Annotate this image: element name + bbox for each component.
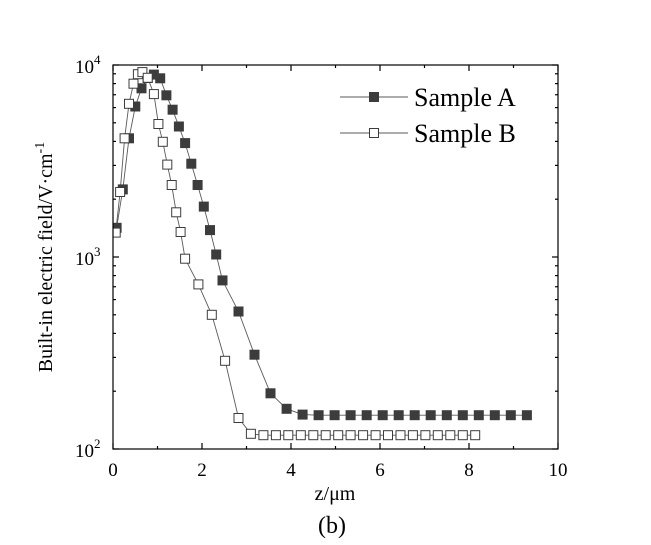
data-point-sample-a <box>211 249 222 260</box>
data-point-sample-b <box>470 430 481 441</box>
data-point-sample-b <box>113 227 121 238</box>
legend-marker-sample-b <box>369 128 379 138</box>
data-point-sample-b <box>283 430 294 441</box>
data-point-sample-b <box>180 253 191 264</box>
data-point-sample-a <box>377 410 388 421</box>
data-point-sample-b <box>370 430 381 441</box>
data-point-sample-a <box>265 388 276 399</box>
x-tick-label: 0 <box>108 460 118 481</box>
series-markers <box>113 67 532 441</box>
data-point-sample-b <box>258 430 269 441</box>
data-point-sample-a <box>361 410 372 421</box>
data-point-sample-b <box>153 119 164 129</box>
data-point-sample-a <box>457 410 468 421</box>
data-point-sample-a <box>249 349 260 360</box>
data-point-sample-a <box>281 403 292 414</box>
data-point-sample-b <box>270 430 281 441</box>
data-point-sample-a <box>409 410 420 421</box>
x-axis-label: z/μm <box>315 483 356 505</box>
x-tick-label: 2 <box>197 460 207 481</box>
data-point-sample-a <box>489 410 500 421</box>
data-point-sample-b <box>115 187 126 197</box>
data-point-sample-a <box>505 410 516 421</box>
data-point-sample-b <box>308 430 319 441</box>
data-point-sample-a <box>180 138 191 149</box>
data-point-sample-b <box>420 430 431 441</box>
data-point-sample-a <box>473 410 484 421</box>
data-point-sample-b <box>157 136 168 147</box>
y-tick-label: 104 <box>75 52 101 78</box>
data-point-sample-b <box>358 430 369 441</box>
data-point-sample-a <box>393 410 404 421</box>
data-point-sample-b <box>128 78 139 89</box>
data-point-sample-b <box>245 428 256 439</box>
data-point-sample-b <box>395 430 406 441</box>
data-point-sample-b <box>407 430 418 441</box>
data-point-sample-a <box>192 180 203 190</box>
legend-marker-sample-a <box>369 92 379 102</box>
data-point-sample-b <box>175 227 186 237</box>
figure-caption: (b) <box>318 513 346 539</box>
y-tick-labels: 102 103 104 <box>75 52 101 462</box>
data-point-sample-b <box>383 430 393 441</box>
data-point-sample-a <box>521 410 532 421</box>
data-point-sample-b <box>142 72 153 83</box>
data-point-sample-b <box>220 355 231 366</box>
data-point-sample-a <box>297 409 308 420</box>
legend-label-sample-b: Sample B <box>414 119 516 148</box>
data-point-sample-b <box>233 413 244 423</box>
data-point-sample-a <box>155 73 166 84</box>
x-tick-label: 4 <box>286 460 296 481</box>
data-point-sample-a <box>233 306 244 317</box>
x-tick-label: 8 <box>464 460 474 481</box>
data-point-sample-a <box>313 410 324 421</box>
data-point-sample-b <box>457 430 468 441</box>
data-point-sample-a <box>161 90 172 101</box>
data-point-sample-b <box>124 98 134 109</box>
data-point-sample-a <box>167 104 178 115</box>
data-point-sample-b <box>333 430 344 441</box>
data-point-sample-a <box>329 410 340 421</box>
x-tick-label: 6 <box>375 460 385 481</box>
y-axis-label: Built-in electric field/V·cm-1 <box>33 142 57 372</box>
data-point-sample-b <box>432 430 443 441</box>
data-point-sample-b <box>119 133 130 144</box>
data-point-sample-a <box>425 410 436 421</box>
data-point-sample-b <box>206 309 217 320</box>
x-tick-labels: 0 2 4 6 8 10 <box>108 460 567 481</box>
data-point-sample-b <box>445 430 456 441</box>
data-point-sample-a <box>345 410 356 421</box>
data-point-sample-b <box>320 430 331 441</box>
data-point-sample-b <box>137 67 148 78</box>
y-tick-label: 102 <box>75 436 101 462</box>
data-point-sample-b <box>148 89 159 100</box>
data-point-sample-b <box>162 159 173 170</box>
data-point-sample-b <box>193 279 204 290</box>
axis-ticks <box>112 64 559 450</box>
y-tick-label: 103 <box>75 244 101 270</box>
data-point-sample-b <box>345 430 356 441</box>
data-point-sample-b <box>166 180 177 190</box>
legend: Sample A Sample B <box>340 83 516 148</box>
legend-label-sample-a: Sample A <box>414 83 516 112</box>
data-point-sample-a <box>217 275 228 286</box>
data-point-sample-a <box>186 158 197 169</box>
data-point-sample-a <box>173 121 184 132</box>
data-point-sample-b <box>295 430 306 441</box>
x-tick-label: 10 <box>549 460 568 481</box>
data-point-sample-a <box>441 410 452 421</box>
data-point-sample-a <box>205 225 215 236</box>
data-point-sample-a <box>198 201 209 212</box>
data-point-sample-b <box>171 207 182 218</box>
